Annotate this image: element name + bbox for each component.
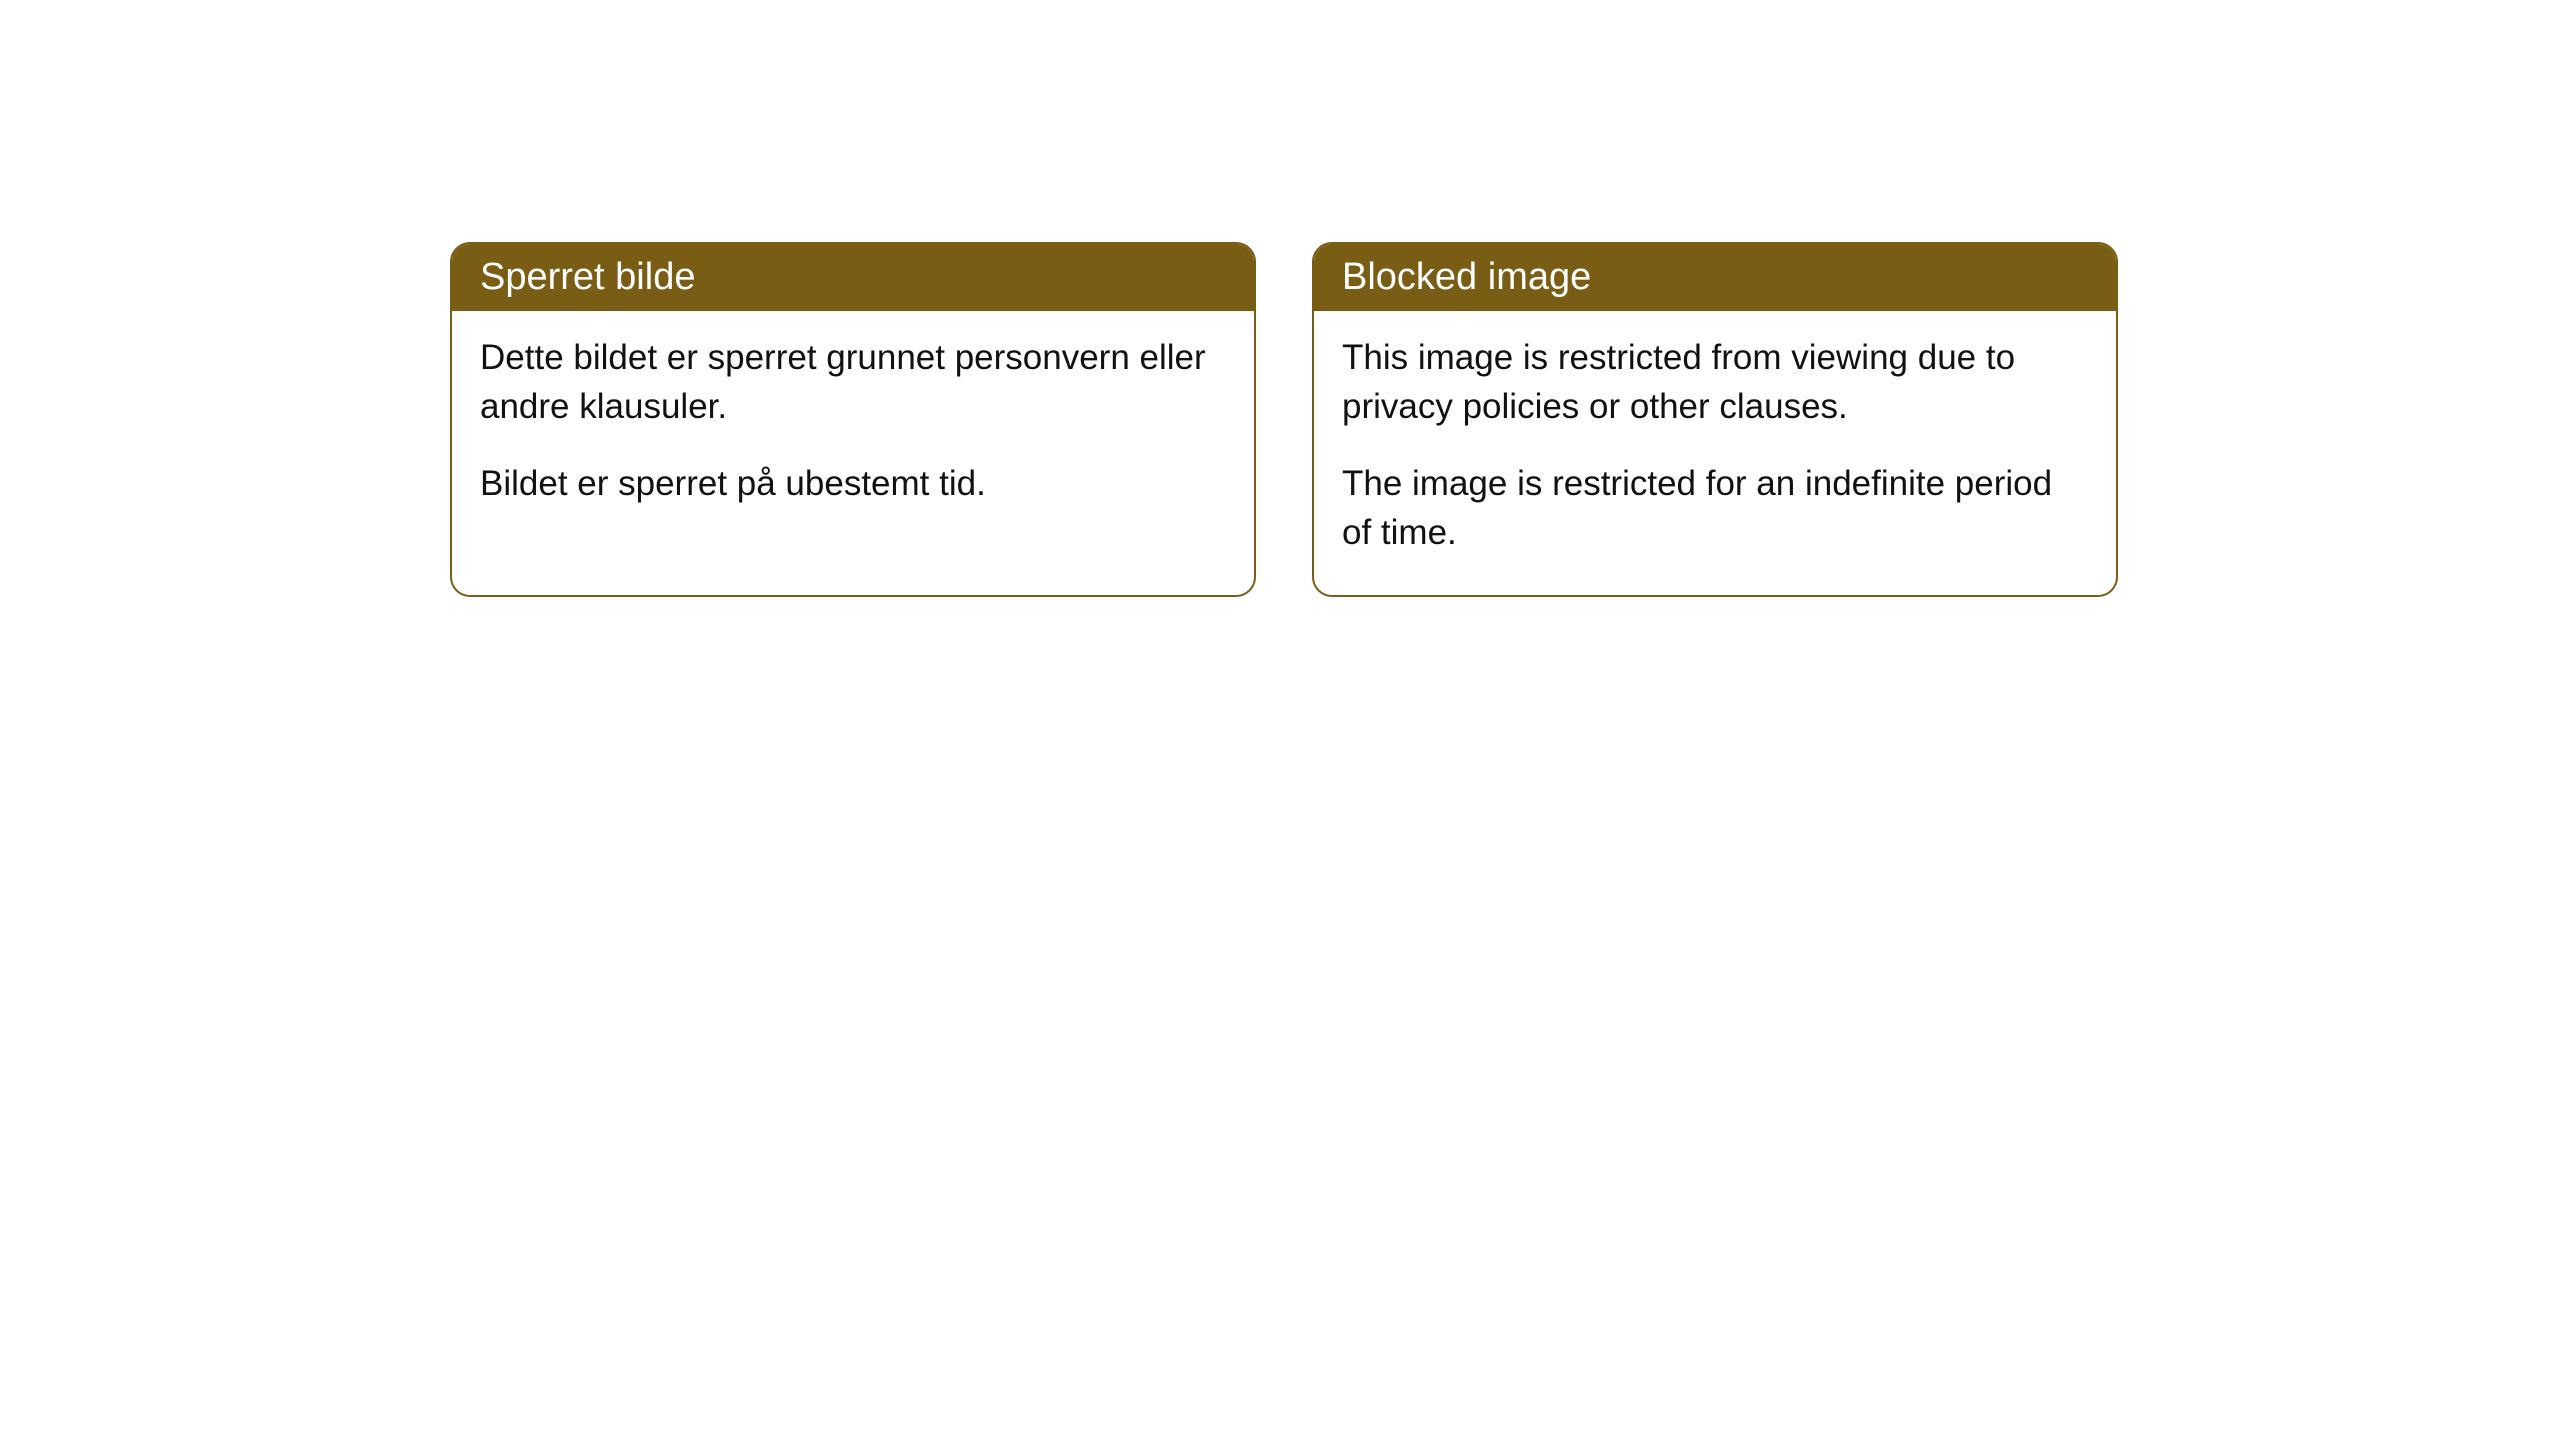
notice-body-norwegian: Dette bildet er sperret grunnet personve…: [452, 311, 1254, 546]
notice-header-norwegian: Sperret bilde: [452, 244, 1254, 311]
notice-card-norwegian: Sperret bilde Dette bildet er sperret gr…: [450, 242, 1256, 597]
notice-title-english: Blocked image: [1342, 256, 1591, 298]
notice-card-english: Blocked image This image is restricted f…: [1312, 242, 2118, 597]
notice-text-norwegian-2: Bildet er sperret på ubestemt tid.: [480, 459, 1226, 508]
notice-text-norwegian-1: Dette bildet er sperret grunnet personve…: [480, 333, 1226, 431]
notice-header-english: Blocked image: [1314, 244, 2116, 311]
notice-container: Sperret bilde Dette bildet er sperret gr…: [450, 242, 2118, 597]
notice-text-english-1: This image is restricted from viewing du…: [1342, 333, 2088, 431]
notice-title-norwegian: Sperret bilde: [480, 256, 695, 298]
notice-text-english-2: The image is restricted for an indefinit…: [1342, 459, 2088, 557]
notice-body-english: This image is restricted from viewing du…: [1314, 311, 2116, 595]
